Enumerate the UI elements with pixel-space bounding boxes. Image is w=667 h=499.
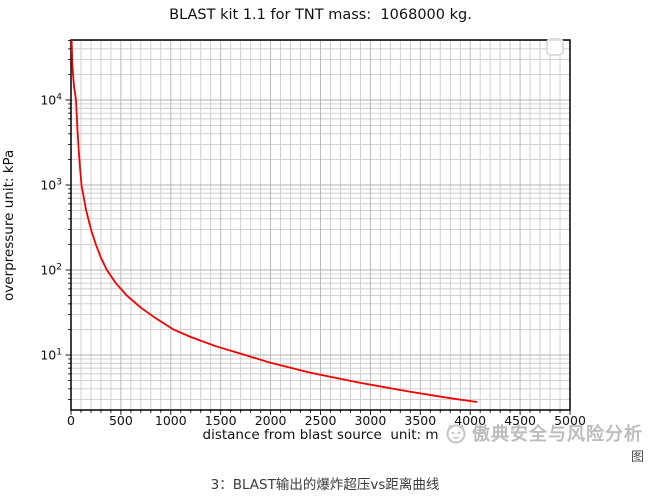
x-tick-label: 0 [67,413,75,428]
x-tick-label: 4000 [454,413,486,428]
data-series [71,40,478,403]
x-tick-label: 1000 [155,413,187,428]
x-tick-label: 3500 [404,413,436,428]
y-tick-labels: 104 103 102 101 [40,93,62,363]
x-tick-label: 5000 [554,413,586,428]
y-tick-label: 103 [40,178,62,193]
overpressure-curve [71,40,478,403]
legend-box [546,38,564,56]
y-axis-label: overpressure unit: kPa [1,149,17,301]
x-tick-label: 500 [109,413,133,428]
figure-caption: 3：BLAST输出的爆炸超压vs距离曲线 [210,477,440,493]
axis-ticks [65,40,571,415]
x-tick-label: 2000 [255,413,287,428]
y-tick-label: 104 [40,93,62,108]
y-tick-label: 101 [40,348,62,363]
chart-title: BLAST kit 1.1 for TNT mass: 1068000 kg. [169,7,472,23]
grid-major [71,40,570,410]
x-tick-label: 2500 [305,413,337,428]
x-tick-label: 3000 [354,413,386,428]
y-tick-label: 102 [40,263,62,278]
x-tick-label: 4500 [504,413,536,428]
x-axis-label: distance from blast source unit: m [202,427,439,443]
figure-label: 图 [631,450,645,465]
x-tick-label: 1500 [205,413,237,428]
x-tick-labels: 0 500 1000 1500 2000 2500 3000 3500 4000 4500 5000 [67,413,586,428]
